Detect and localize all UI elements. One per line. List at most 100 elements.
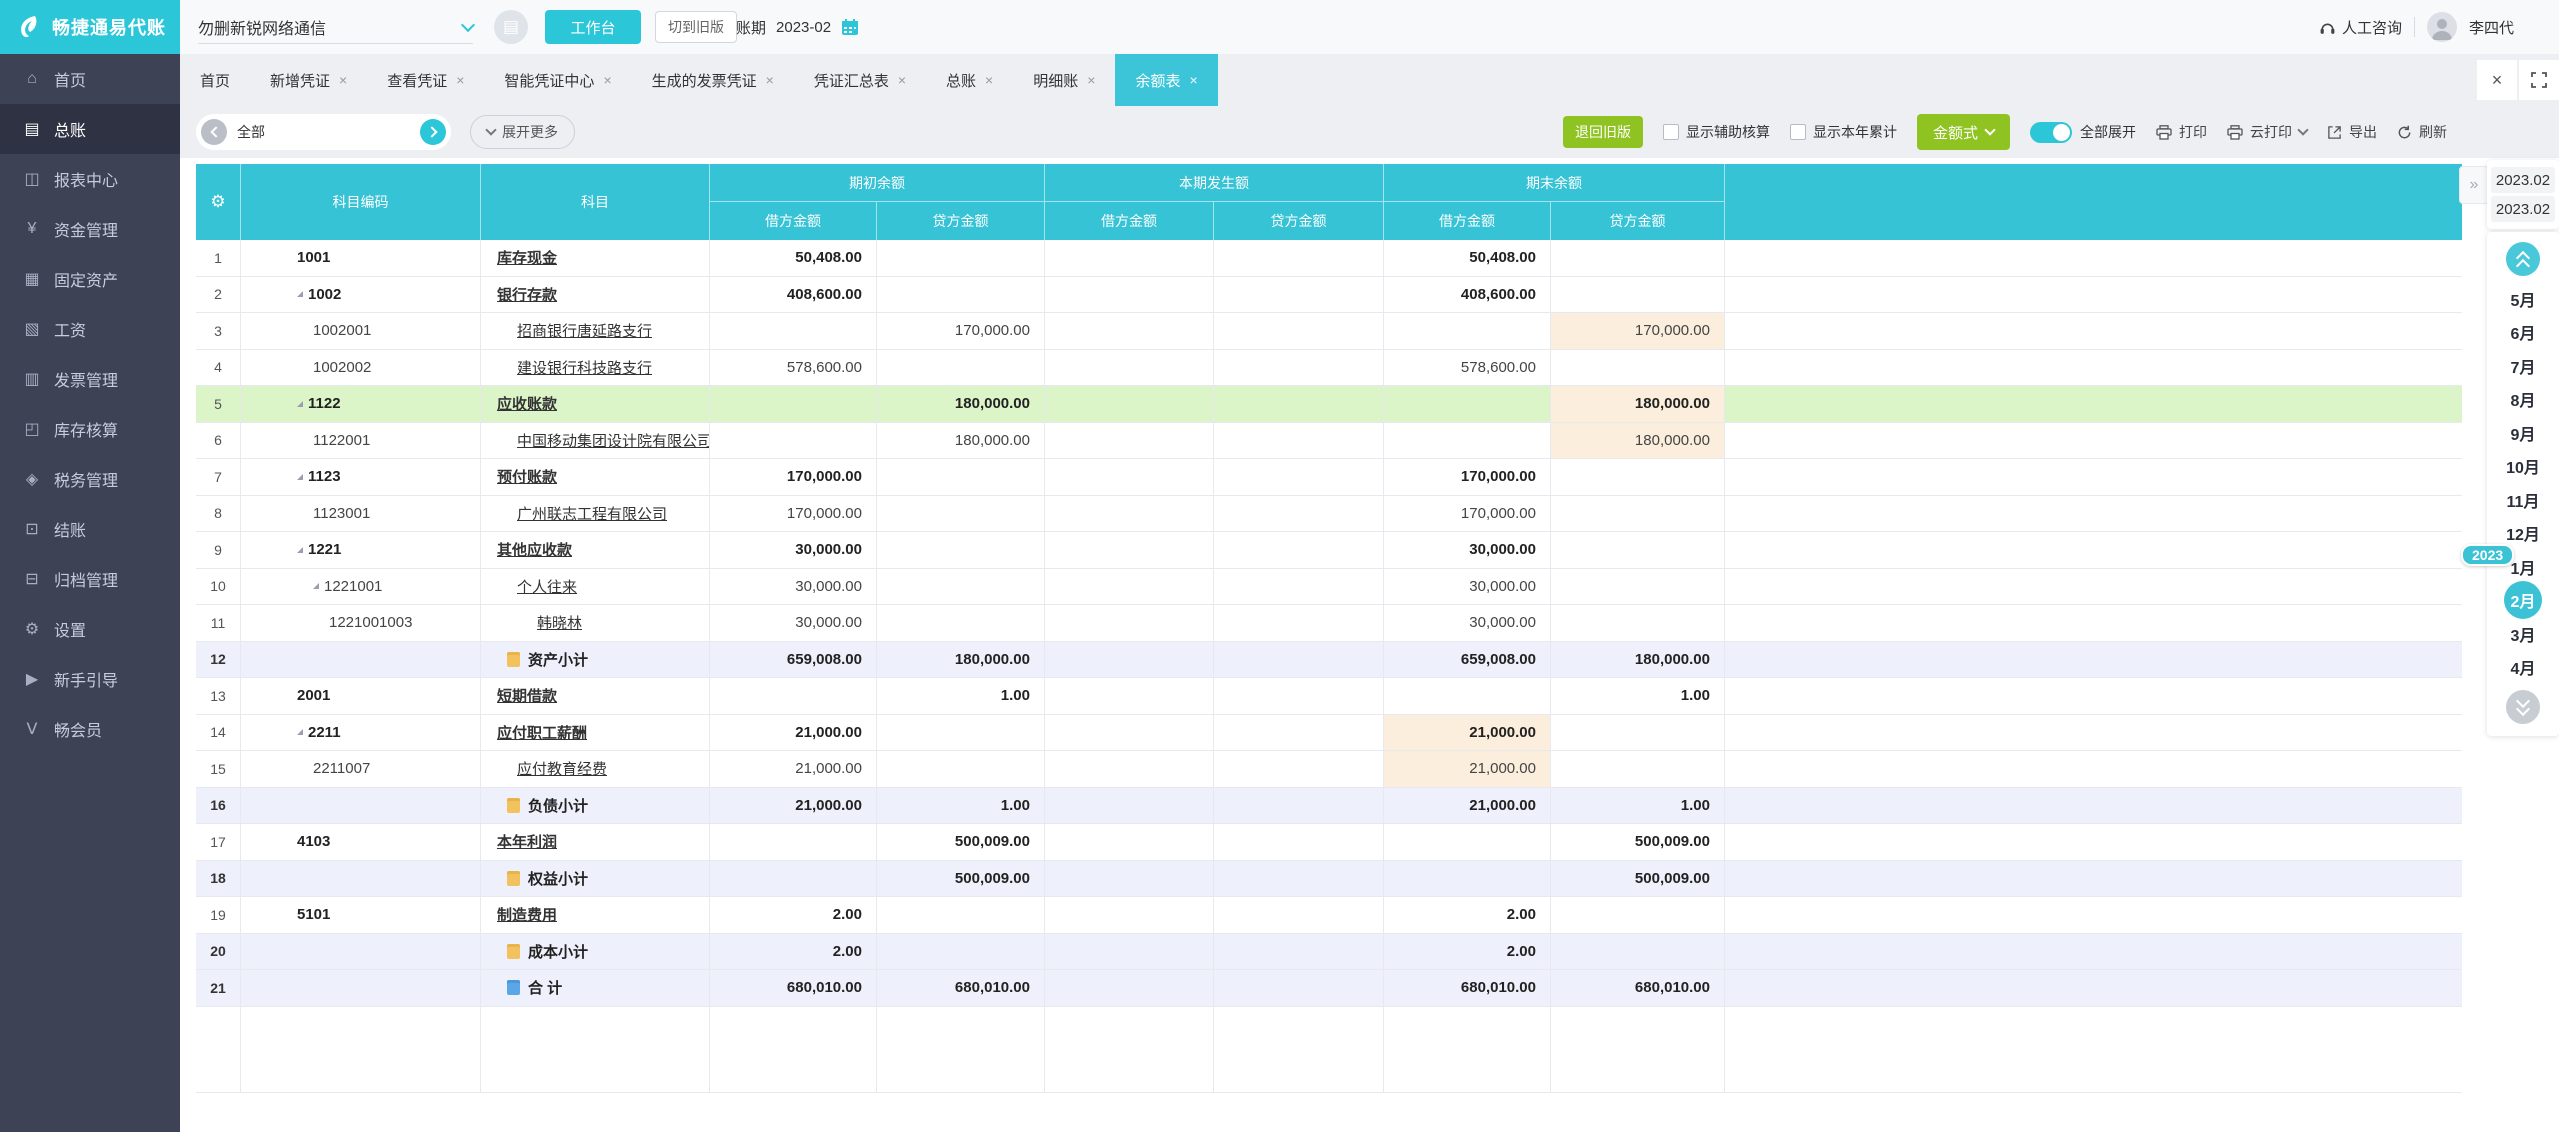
refresh-button[interactable]: 刷新	[2397, 122, 2447, 142]
collapse-panel-icon[interactable]: »	[2459, 166, 2489, 204]
tab-生成的发票凭证[interactable]: 生成的发票凭证 ×	[632, 54, 794, 106]
close-tab-icon[interactable]: ×	[1087, 72, 1096, 88]
month-item-4月[interactable]: 4月	[2487, 651, 2559, 685]
print-button[interactable]: 打印	[2156, 122, 2207, 142]
close-tab-icon[interactable]: ×	[985, 72, 994, 88]
chevron-right-icon[interactable]	[420, 119, 446, 145]
sidebar-item-report-center[interactable]: ◫ 报表中心	[0, 154, 180, 204]
expand-triangle-icon[interactable]	[297, 546, 303, 553]
expand-triangle-icon[interactable]	[297, 291, 303, 298]
month-item-12月[interactable]: 12月	[2487, 517, 2559, 551]
account-name-link[interactable]: 建设银行科技路支行	[517, 359, 653, 377]
manual-consult[interactable]: 人工咨询	[2319, 17, 2402, 38]
close-tab-icon[interactable]: ×	[897, 72, 907, 88]
account-name-link[interactable]: 韩晓林	[537, 615, 583, 633]
sidebar-item-inventory[interactable]: ◰ 库存核算	[0, 404, 180, 454]
switch-old-version-button[interactable]: 切到旧版	[655, 11, 737, 43]
account-name-link[interactable]: 本年利润	[497, 834, 558, 852]
tab-查看凭证[interactable]: 查看凭证 ×	[367, 54, 484, 106]
checkbox-icon[interactable]	[1662, 124, 1679, 140]
account-name-link[interactable]: 广州联志工程有限公司	[517, 505, 668, 523]
header-closing-balance: 期末余额	[1384, 164, 1725, 202]
account-name-link[interactable]: 其他应收款	[497, 542, 573, 560]
sidebar-item-closing[interactable]: ⊡ 结账	[0, 504, 180, 554]
sidebar-item-settings[interactable]: ⚙ 设置	[0, 604, 180, 654]
account-name-link[interactable]: 中国移动集团设计院有限公司陕	[517, 432, 710, 450]
tab-首页[interactable]: 首页	[180, 54, 250, 106]
opening-debit-cell	[710, 386, 877, 423]
cloud-print-button[interactable]: 云打印	[2227, 122, 2309, 142]
sidebar-item-general-ledger[interactable]: ▤ 总账	[0, 104, 180, 154]
tab-总账[interactable]: 总账 ×	[926, 54, 1013, 106]
funds-icon: ¥	[27, 220, 37, 237]
tab-新增凭证[interactable]: 新增凭证 ×	[250, 54, 367, 106]
expand-triangle-icon[interactable]	[297, 729, 303, 736]
sidebar-item-salary[interactable]: ▧ 工资	[0, 304, 180, 354]
sidebar-item-member[interactable]: Ⅴ 畅会员	[0, 704, 180, 754]
account-name-link[interactable]: 个人往来	[517, 578, 578, 596]
user-name[interactable]: 李四代	[2468, 19, 2514, 37]
header-current-credit: 贷方金额	[1214, 202, 1384, 240]
month-item-5月[interactable]: 5月	[2487, 282, 2559, 316]
month-item-10月[interactable]: 10月	[2487, 450, 2559, 484]
close-tab-icon[interactable]: ×	[339, 72, 348, 88]
month-item-3月[interactable]: 3月	[2487, 617, 2559, 651]
export-button[interactable]: 导出	[2327, 122, 2377, 142]
scroll-down-icon[interactable]	[2506, 690, 2540, 724]
subject-filter-select[interactable]: 全部	[196, 114, 451, 150]
opening-debit-cell	[710, 824, 877, 861]
close-tab-icon[interactable]: ×	[765, 72, 774, 88]
account-name-link[interactable]: 应付教育经费	[517, 761, 608, 779]
account-name-link[interactable]: 银行存款	[497, 286, 558, 304]
show-year-total-checkbox[interactable]: 显示本年累计	[1789, 122, 1897, 142]
expand-triangle-icon[interactable]	[313, 583, 319, 590]
account-name-link[interactable]: 制造费用	[497, 907, 558, 925]
close-tab-icon[interactable]: ×	[1189, 72, 1198, 88]
company-select[interactable]: 勿删新锐网络通信	[198, 10, 476, 44]
close-tab-icon[interactable]: ×	[456, 72, 465, 88]
sidebar-item-tax[interactable]: ◈ 税务管理	[0, 454, 180, 504]
column-settings-icon[interactable]: ⚙	[210, 192, 226, 211]
sidebar-item-funds[interactable]: ¥ 资金管理	[0, 204, 180, 254]
expand-triangle-icon[interactable]	[297, 473, 303, 480]
expand-triangle-icon[interactable]	[297, 400, 303, 407]
account-name-link[interactable]: 应收账款	[497, 396, 558, 414]
sidebar-item-fixed-assets[interactable]: ▦ 固定资产	[0, 254, 180, 304]
account-name-link[interactable]: 招商银行唐延路支行	[517, 323, 653, 341]
month-item-8月[interactable]: 8月	[2487, 383, 2559, 417]
calendar-icon[interactable]	[841, 18, 859, 36]
close-tab-icon[interactable]: ×	[603, 72, 612, 88]
back-old-version-button[interactable]: 退回旧版	[1562, 116, 1643, 148]
workbench-button[interactable]: 工作台	[545, 10, 641, 44]
scroll-up-icon[interactable]	[2506, 242, 2540, 276]
user-avatar[interactable]	[2426, 12, 2457, 42]
month-item-2月[interactable]: 2月	[2487, 581, 2559, 620]
sidebar-item-guide[interactable]: ▶ 新手引导	[0, 654, 180, 704]
month-item-7月[interactable]: 7月	[2487, 349, 2559, 383]
tab-凭证汇总表[interactable]: 凭证汇总表 ×	[794, 54, 926, 106]
expand-more-button[interactable]: 展开更多	[470, 115, 575, 149]
sidebar-item-home[interactable]: ⌂ 首页	[0, 54, 180, 104]
month-item-1月[interactable]: 2023 1月	[2461, 544, 2559, 584]
tab-明细账[interactable]: 明细账 ×	[1013, 54, 1115, 106]
close-all-tabs-icon[interactable]: ×	[2477, 60, 2517, 100]
checkbox-icon[interactable]	[1789, 124, 1806, 140]
show-auxiliary-checkbox[interactable]: 显示辅助核算	[1662, 122, 1770, 142]
sidebar-item-archive[interactable]: ⊟ 归档管理	[0, 554, 180, 604]
account-name-link[interactable]: 短期借款	[497, 688, 558, 706]
tab-余额表[interactable]: 余额表 ×	[1115, 54, 1218, 106]
fullscreen-icon[interactable]	[2519, 60, 2559, 100]
opening-credit-cell	[877, 605, 1045, 642]
chevron-left-icon[interactable]	[201, 119, 227, 145]
month-item-9月[interactable]: 9月	[2487, 416, 2559, 450]
tab-智能凭证中心[interactable]: 智能凭证中心 ×	[484, 54, 631, 106]
account-name-link[interactable]: 库存现金	[497, 250, 558, 268]
month-item-11月[interactable]: 11月	[2487, 483, 2559, 517]
month-item-6月[interactable]: 6月	[2487, 316, 2559, 350]
expand-all-toggle[interactable]	[2030, 121, 2072, 143]
account-name-link[interactable]: 预付账款	[497, 469, 558, 487]
clipboard-icon[interactable]: ▤	[494, 10, 528, 44]
account-name-link[interactable]: 应付职工薪酬	[497, 724, 588, 742]
sidebar-item-invoice[interactable]: ▥ 发票管理	[0, 354, 180, 404]
amount-style-button[interactable]: 金额式	[1916, 114, 2010, 150]
